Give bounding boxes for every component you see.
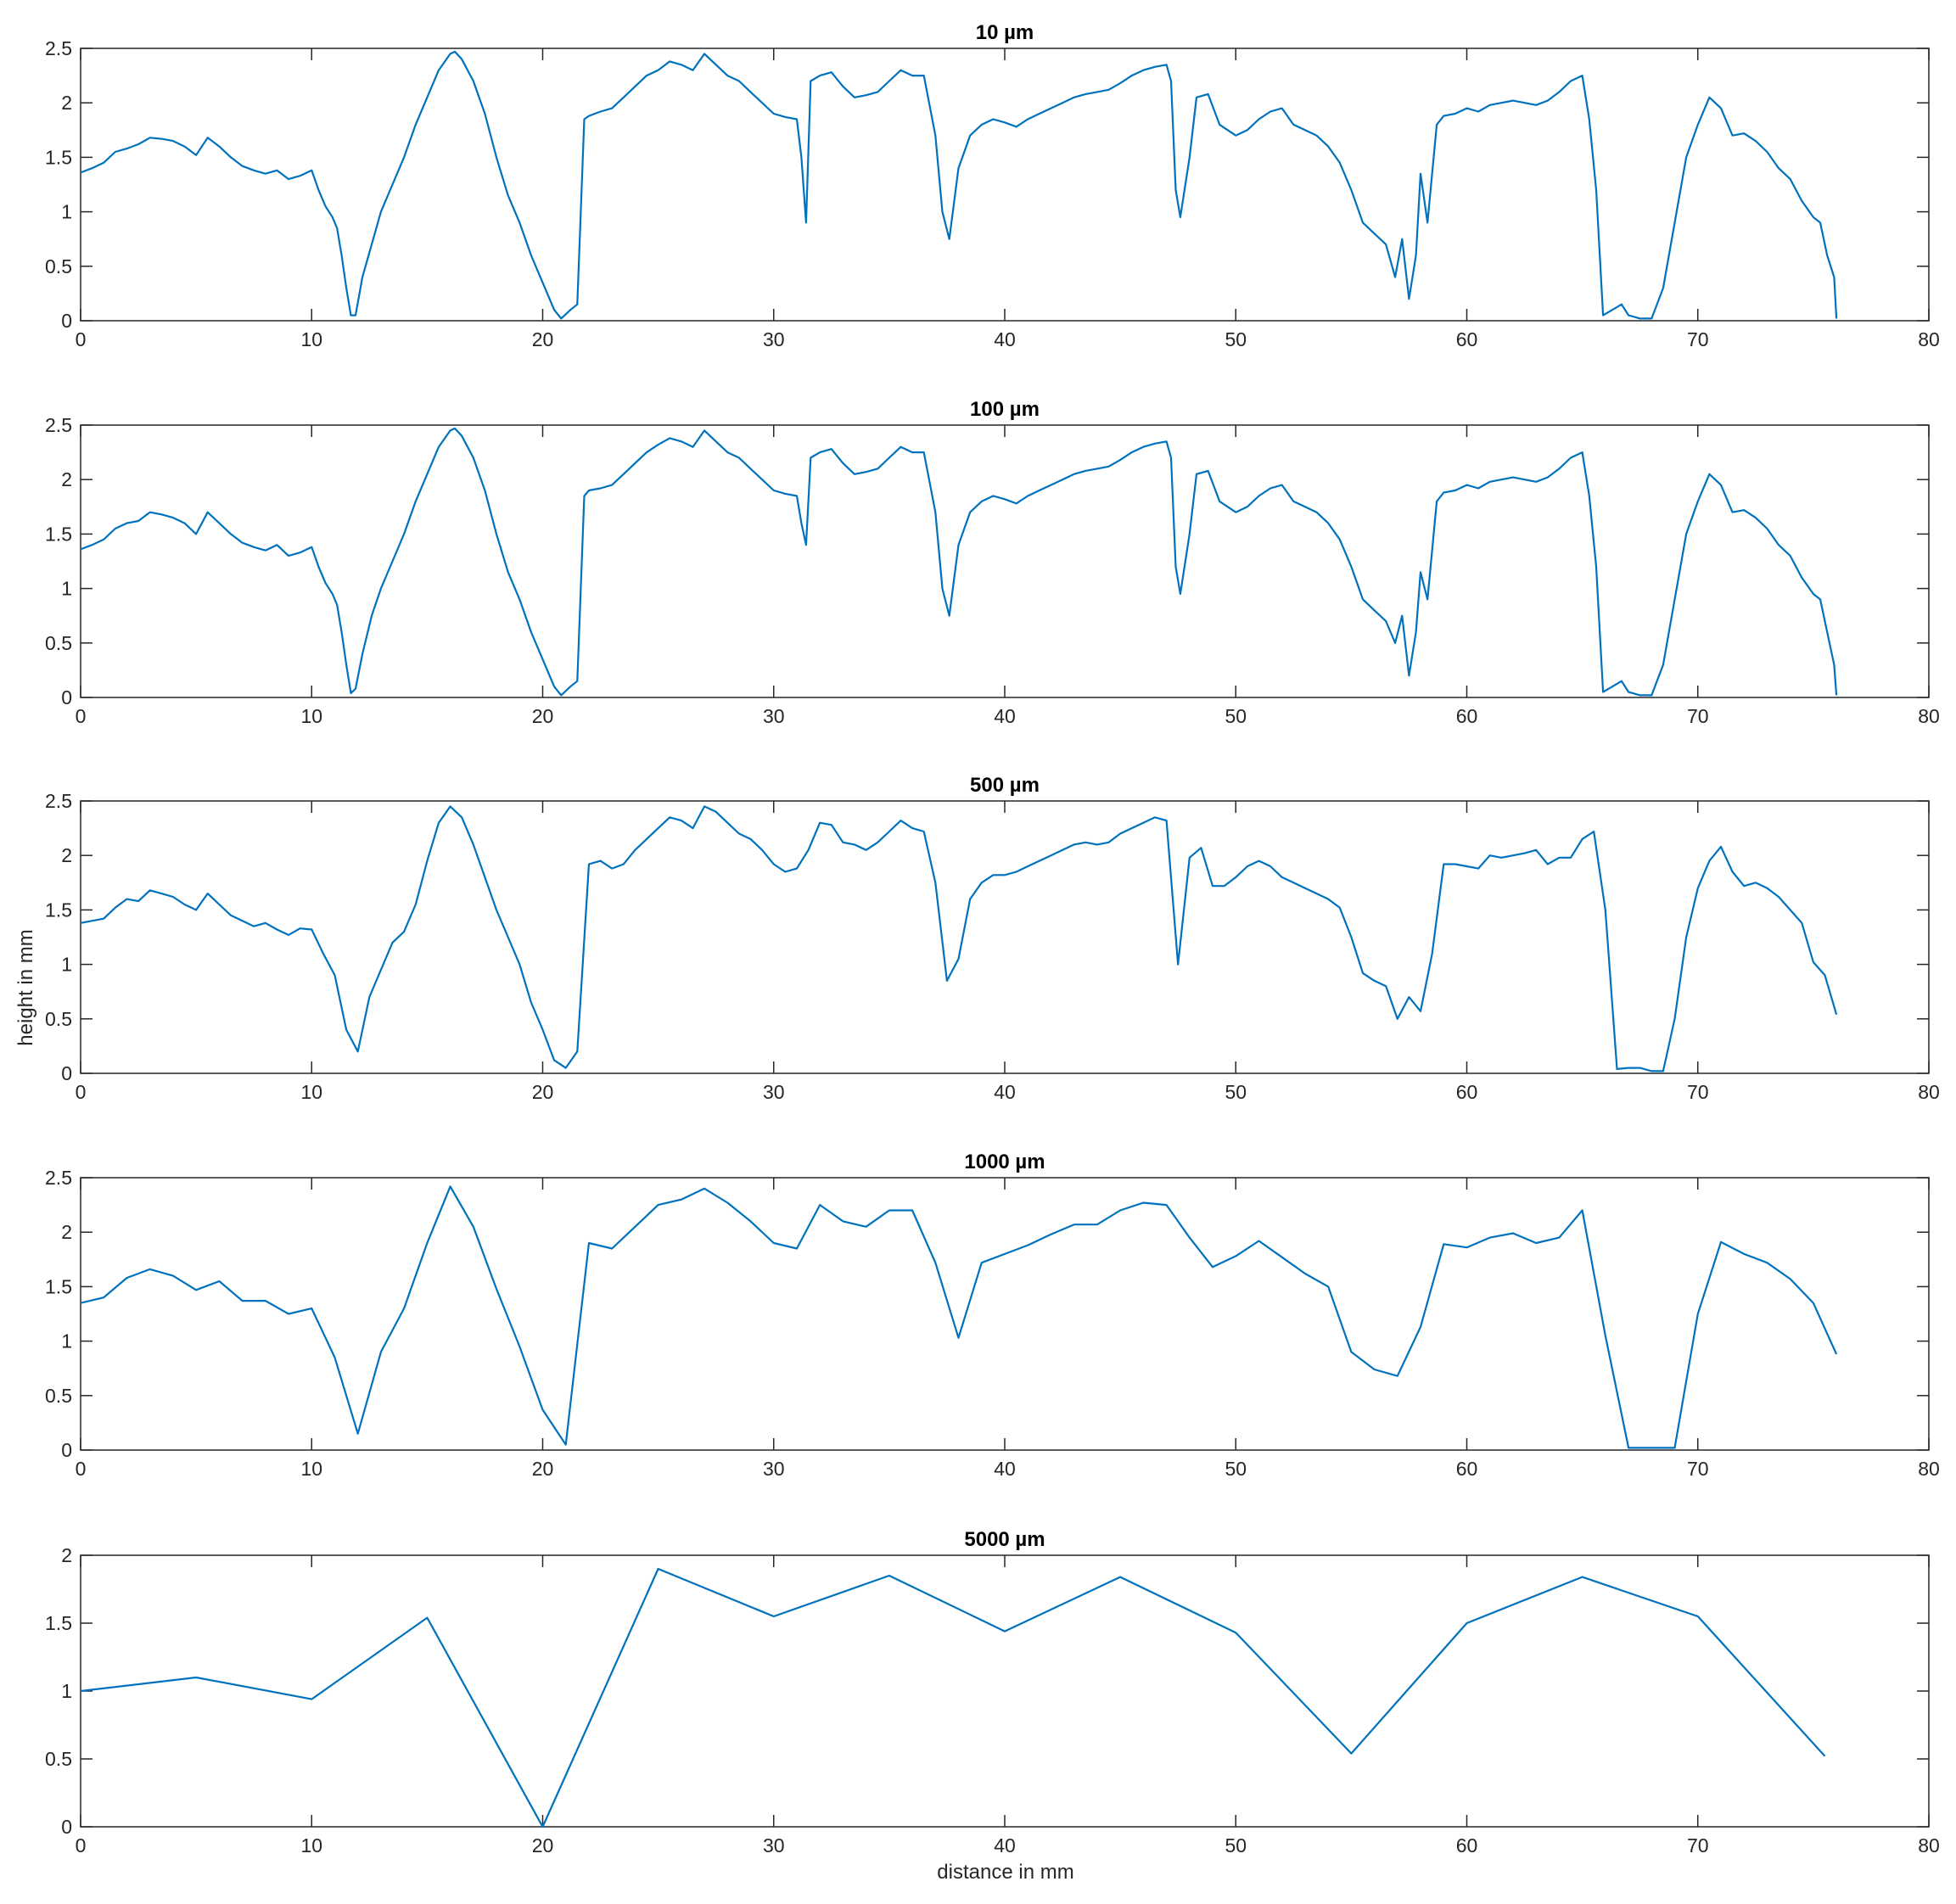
x-tick-label: 70 <box>1687 1834 1709 1856</box>
x-axis-label: distance in mm <box>937 1861 1073 1884</box>
x-tick-label: 70 <box>1687 1458 1709 1480</box>
x-tick-label: 0 <box>76 328 87 350</box>
x-tick-label: 60 <box>1456 1834 1478 1856</box>
y-tick-label: 1.5 <box>45 146 72 168</box>
subplot-5: 0 10 20 30 40 50 60 70 80 0 0.5 1 1.5 2 5000 µm <box>45 1528 1940 1856</box>
y-tick-label: 1 <box>61 1680 72 1702</box>
series-line-height-profile <box>80 50 1838 320</box>
x-tick-label: 40 <box>994 1834 1016 1856</box>
subplot-1: 0 10 20 30 40 50 60 70 80 0 0.5 1 1.5 2 2.5 10 µm <box>45 21 1940 350</box>
x-tick-label: 40 <box>994 1458 1016 1480</box>
x-tick-label: 30 <box>763 1458 785 1480</box>
x-tick-label: 10 <box>300 1458 322 1480</box>
x-tick-label: 30 <box>763 705 785 727</box>
x-tick-label: 80 <box>1918 705 1940 727</box>
x-tick-label: 60 <box>1456 328 1478 350</box>
x-tick-label: 0 <box>76 1081 87 1103</box>
y-tick-label: 2 <box>61 92 72 114</box>
x-tick-label: 20 <box>532 1458 554 1480</box>
y-tick-label: 0 <box>61 1439 72 1461</box>
x-tick-label: 10 <box>300 1081 322 1103</box>
x-tick-label: 70 <box>1687 705 1709 727</box>
x-tick-label: 0 <box>76 1834 87 1856</box>
y-tick-label: 0 <box>61 310 72 332</box>
series-line-height-profile <box>80 427 1838 697</box>
y-tick-label: 2 <box>61 1544 72 1566</box>
x-tick-label: 80 <box>1918 328 1940 350</box>
x-tick-label: 20 <box>532 328 554 350</box>
series-line-height-profile <box>80 1185 1838 1449</box>
x-tick-label: 50 <box>1225 1081 1247 1103</box>
y-tick-label: 2 <box>61 844 72 866</box>
x-tick-label: 80 <box>1918 1081 1940 1103</box>
x-tick-label: 50 <box>1225 328 1247 350</box>
x-tick-label: 80 <box>1918 1834 1940 1856</box>
y-tick-label: 2 <box>61 468 72 490</box>
y-tick-label: 2.5 <box>45 790 72 812</box>
y-tick-label: 0 <box>61 686 72 708</box>
y-tick-label: 2 <box>61 1221 72 1243</box>
series-line-height-profile <box>80 1567 1826 1828</box>
y-tick-label: 2.5 <box>45 1167 72 1189</box>
x-tick-label: 20 <box>532 1834 554 1856</box>
x-tick-label: 60 <box>1456 705 1478 727</box>
subplot-4: 0 10 20 30 40 50 60 70 80 0 0.5 1 1.5 2 2.5 1000 µm <box>45 1151 1940 1480</box>
x-tick-label: 80 <box>1918 1458 1940 1480</box>
y-tick-label: 0.5 <box>45 1748 72 1770</box>
x-tick-label: 10 <box>300 328 322 350</box>
x-tick-label: 50 <box>1225 1834 1247 1856</box>
y-tick-label: 1.5 <box>45 899 72 921</box>
x-tick-label: 70 <box>1687 1081 1709 1103</box>
subplot-title: 5000 µm <box>964 1528 1045 1551</box>
x-tick-label: 30 <box>763 1081 785 1103</box>
subplot-title: 10 µm <box>976 21 1034 44</box>
y-tick-label: 1 <box>61 954 72 976</box>
x-tick-label: 40 <box>994 1081 1016 1103</box>
y-axis-label: height in mm <box>14 929 37 1045</box>
x-tick-label: 10 <box>300 705 322 727</box>
y-tick-label: 2.5 <box>45 414 72 436</box>
x-tick-label: 20 <box>532 705 554 727</box>
y-tick-label: 1.5 <box>45 1275 72 1297</box>
subplot-title: 500 µm <box>970 774 1040 797</box>
subplot-3: 0 10 20 30 40 50 60 70 80 0 0.5 1 1.5 2 2.5 500 µm <box>45 774 1940 1103</box>
y-tick-label: 1.5 <box>45 1612 72 1634</box>
subplot-title: 100 µm <box>970 398 1040 421</box>
x-tick-label: 30 <box>763 1834 785 1856</box>
x-tick-label: 10 <box>300 1834 322 1856</box>
subplot-2: 0 10 20 30 40 50 60 70 80 0 0.5 1 1.5 2 2.5 100 µm <box>45 398 1940 727</box>
y-tick-label: 0.5 <box>45 1385 72 1407</box>
x-tick-label: 60 <box>1456 1081 1478 1103</box>
series-line-height-profile <box>80 805 1838 1072</box>
x-tick-label: 60 <box>1456 1458 1478 1480</box>
x-tick-label: 70 <box>1687 328 1709 350</box>
x-tick-label: 50 <box>1225 1458 1247 1480</box>
y-tick-label: 2.5 <box>45 37 72 59</box>
y-tick-label: 1 <box>61 578 72 600</box>
y-tick-label: 1.5 <box>45 523 72 545</box>
x-tick-label: 20 <box>532 1081 554 1103</box>
y-tick-label: 1 <box>61 201 72 223</box>
subplot-title: 1000 µm <box>964 1151 1045 1173</box>
y-tick-label: 0.5 <box>45 632 72 654</box>
x-tick-label: 0 <box>76 705 87 727</box>
x-tick-label: 50 <box>1225 705 1247 727</box>
y-tick-label: 0.5 <box>45 255 72 277</box>
y-tick-label: 0 <box>61 1816 72 1838</box>
x-tick-label: 40 <box>994 705 1016 727</box>
y-tick-label: 0.5 <box>45 1008 72 1030</box>
x-tick-label: 30 <box>763 328 785 350</box>
x-tick-label: 40 <box>994 328 1016 350</box>
y-tick-label: 0 <box>61 1062 72 1084</box>
x-tick-label: 0 <box>76 1458 87 1480</box>
y-tick-label: 1 <box>61 1330 72 1352</box>
